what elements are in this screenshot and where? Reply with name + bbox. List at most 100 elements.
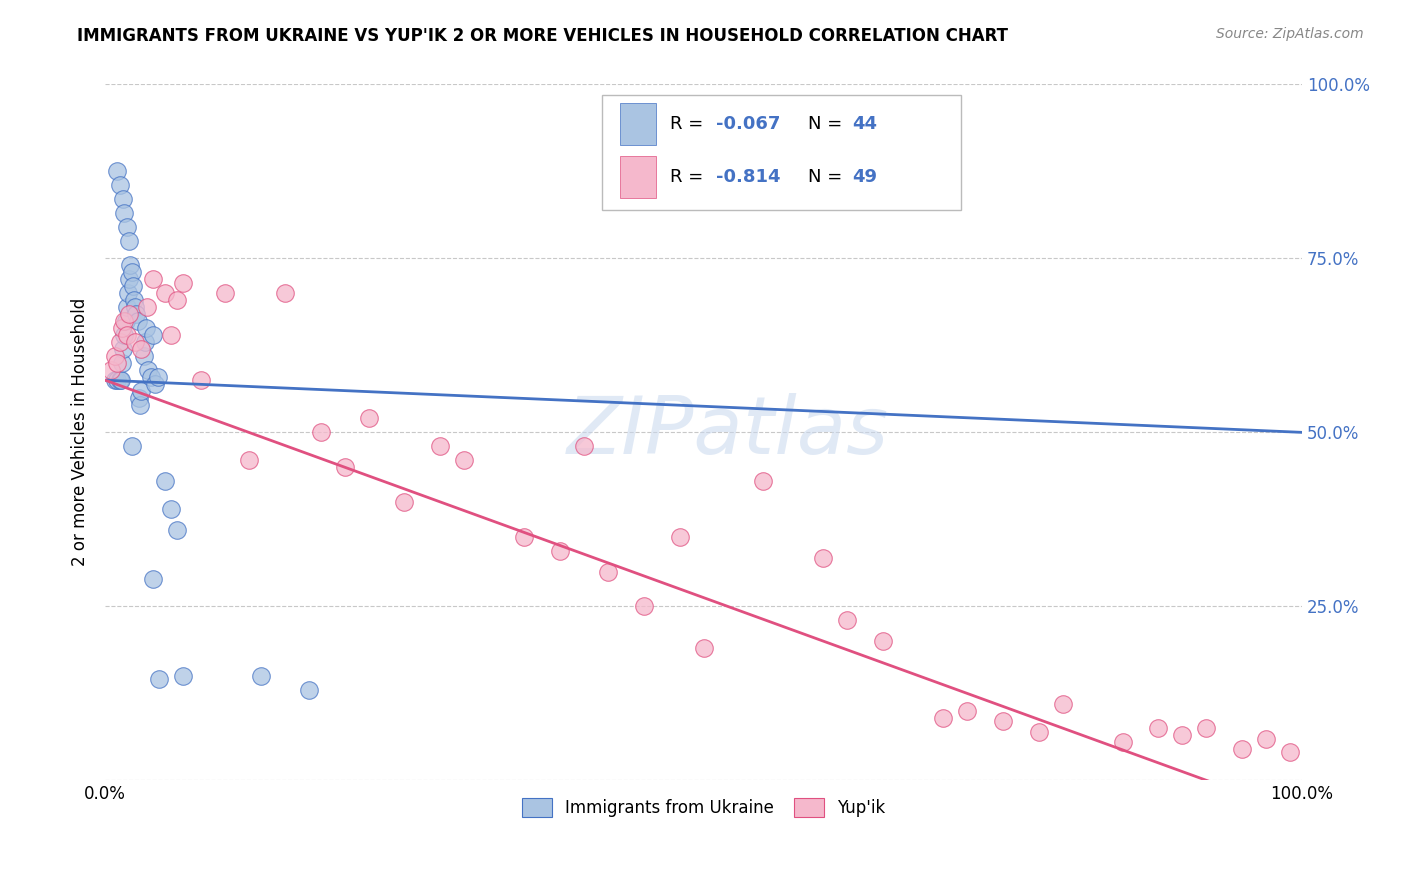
Point [129, 342, 152, 356]
Point [135, 321, 157, 335]
Point [127, 314, 149, 328]
Point [991, 714, 1014, 728]
Point [166, 293, 188, 307]
FancyBboxPatch shape [620, 156, 655, 198]
Point [160, 502, 183, 516]
Point [104, 349, 127, 363]
Point [105, 164, 128, 178]
Text: -0.067: -0.067 [716, 115, 780, 133]
Point [115, 300, 138, 314]
Point [357, 411, 380, 425]
Text: Source: ZipAtlas.com: Source: ZipAtlas.com [1216, 27, 1364, 41]
Point [122, 293, 145, 307]
Text: 44: 44 [852, 115, 877, 133]
Point [145, 376, 167, 391]
Text: R =: R = [671, 168, 709, 186]
Point [752, 474, 775, 488]
Point [108, 178, 131, 193]
Point [146, 369, 169, 384]
Point [633, 599, 655, 614]
Text: N =: N = [808, 115, 848, 133]
Point [238, 453, 260, 467]
Point [872, 634, 894, 648]
Point [1195, 721, 1218, 735]
Point [298, 682, 321, 697]
Point [132, 349, 155, 363]
Point [142, 328, 165, 343]
Point [112, 328, 135, 343]
Point [1232, 742, 1254, 756]
Point [309, 425, 332, 440]
Point [1147, 721, 1170, 735]
Point [112, 342, 135, 356]
Point [112, 314, 135, 328]
Point [214, 286, 236, 301]
Point [394, 495, 416, 509]
Point [124, 334, 146, 349]
Text: -0.814: -0.814 [716, 168, 780, 186]
Point [172, 276, 194, 290]
Point [548, 543, 571, 558]
Point [249, 669, 271, 683]
Point [108, 334, 131, 349]
Point [453, 453, 475, 467]
Point [692, 641, 714, 656]
FancyBboxPatch shape [602, 95, 960, 210]
Point [100, 363, 122, 377]
Point [118, 272, 141, 286]
Point [932, 711, 955, 725]
Point [111, 321, 134, 335]
Point [125, 307, 148, 321]
Point [115, 220, 138, 235]
Point [104, 373, 127, 387]
Point [153, 474, 176, 488]
Point [124, 300, 146, 314]
Point [121, 265, 143, 279]
Point [190, 373, 212, 387]
Point [274, 286, 297, 301]
Text: ZIPatlas: ZIPatlas [567, 393, 889, 471]
Point [1171, 728, 1194, 742]
Text: N =: N = [808, 168, 848, 186]
Point [120, 258, 142, 272]
Point [1111, 735, 1133, 749]
Point [129, 398, 152, 412]
Point [1028, 724, 1050, 739]
Point [134, 334, 156, 349]
Point [111, 356, 134, 370]
Point [668, 530, 690, 544]
Legend: Immigrants from Ukraine, Yup'ik: Immigrants from Ukraine, Yup'ik [515, 791, 893, 824]
Point [142, 272, 165, 286]
Point [112, 192, 135, 206]
Point [136, 363, 159, 377]
Point [105, 356, 128, 370]
Point [114, 314, 136, 328]
Point [121, 279, 143, 293]
Point [160, 328, 183, 343]
Point [153, 286, 176, 301]
Text: R =: R = [671, 115, 709, 133]
Point [110, 373, 132, 387]
Point [1052, 697, 1074, 711]
Point [105, 373, 128, 387]
Point [572, 439, 595, 453]
Point [115, 328, 138, 343]
Point [108, 373, 131, 387]
Y-axis label: 2 or more Vehicles in Household: 2 or more Vehicles in Household [72, 298, 89, 566]
Point [136, 300, 159, 314]
Point [118, 307, 141, 321]
Point [513, 530, 536, 544]
Point [121, 439, 143, 453]
Point [172, 669, 194, 683]
Text: 49: 49 [852, 168, 877, 186]
Point [112, 206, 135, 220]
Point [129, 384, 152, 398]
Point [139, 369, 162, 384]
Point [117, 286, 139, 301]
Point [142, 572, 165, 586]
Point [429, 439, 451, 453]
Point [148, 673, 170, 687]
Point [837, 613, 859, 627]
Point [118, 234, 141, 248]
FancyBboxPatch shape [620, 103, 655, 145]
